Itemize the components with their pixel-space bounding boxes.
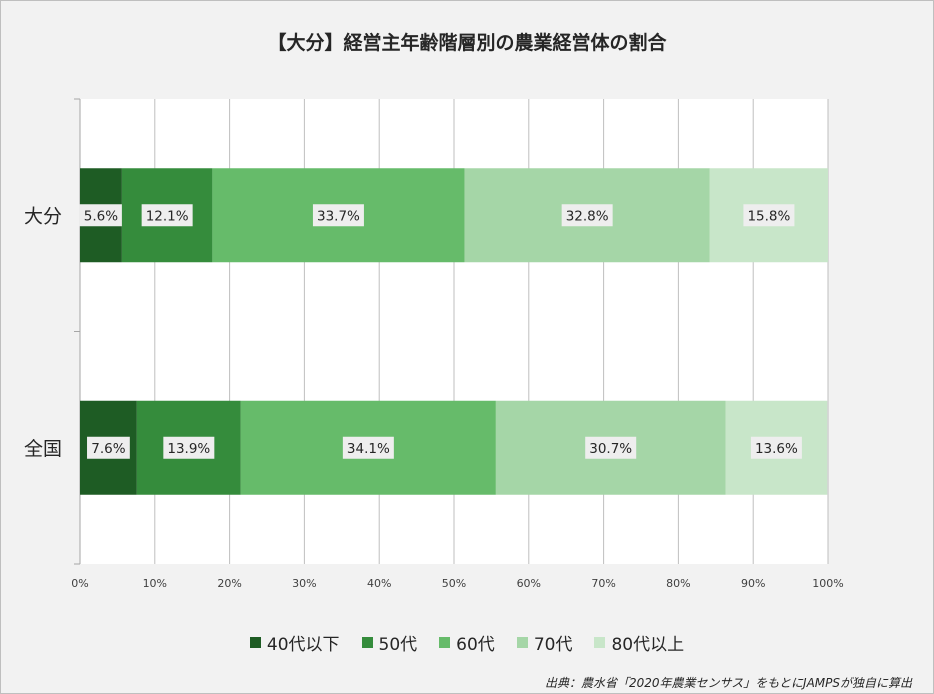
source-note: 出典：農水省「2020年農業センサス」をもとにJAMPSが独自に算出: [544, 676, 912, 690]
legend-item: 40代以下: [249, 630, 340, 655]
legend-swatch: [439, 637, 451, 648]
data-label-box: [561, 204, 613, 227]
legend-label: 60代: [456, 635, 495, 655]
data-label: 5.6%: [84, 208, 118, 224]
data-label-box: [342, 436, 394, 459]
x-tick-label: 40%: [367, 577, 391, 590]
legend-label: 40代以下: [266, 635, 340, 655]
data-label: 13.9%: [167, 441, 210, 457]
legend-item: 70代: [516, 630, 573, 655]
x-tick-label: 20%: [217, 577, 241, 590]
x-tick-label: 80%: [666, 577, 690, 590]
data-label: 12.1%: [146, 208, 189, 224]
data-label-box: [163, 436, 215, 459]
data-label-box: [87, 436, 130, 459]
legend-label: 80代以上: [611, 635, 685, 655]
legend-swatch: [594, 637, 606, 648]
legend-swatch: [516, 637, 528, 648]
legend-item: 80代以上: [594, 630, 684, 655]
legend-label: 50代: [378, 635, 418, 655]
data-label-box: [312, 204, 364, 227]
data-label: 30.7%: [589, 441, 632, 457]
x-tick-label: 100%: [812, 577, 843, 590]
x-tick-label: 50%: [442, 577, 466, 590]
data-label-box: [585, 436, 637, 459]
x-tick-label: 30%: [292, 577, 316, 590]
data-label-box: [743, 204, 795, 227]
data-label: 34.1%: [347, 441, 390, 457]
legend-swatch: [361, 637, 373, 648]
category-label: 大分: [24, 205, 62, 227]
data-label-box: [79, 204, 123, 227]
data-label: 32.8%: [566, 208, 609, 224]
x-tick-label: 60%: [517, 577, 541, 590]
x-tick-label: 10%: [143, 577, 167, 590]
data-label: 7.6%: [91, 441, 125, 457]
x-tick-label: 0%: [71, 577, 88, 590]
legend: 40代以下 50代 60代 70代 80代以上: [0, 630, 934, 655]
x-tick-label: 70%: [591, 577, 615, 590]
legend-item: 50代: [361, 630, 418, 655]
legend-item: 60代: [439, 630, 495, 655]
data-label: 33.7%: [317, 208, 360, 224]
data-label-box: [750, 436, 802, 459]
category-label: 全国: [24, 438, 62, 460]
legend-label: 70代: [533, 635, 573, 655]
chart-title: 【大分】経営主年齢階層別の農業経営体の割合: [267, 32, 667, 54]
data-label: 13.6%: [755, 441, 798, 457]
data-label: 15.8%: [747, 208, 790, 224]
legend-swatch: [249, 637, 261, 648]
data-label-box: [141, 204, 193, 227]
x-tick-label: 90%: [741, 577, 765, 590]
